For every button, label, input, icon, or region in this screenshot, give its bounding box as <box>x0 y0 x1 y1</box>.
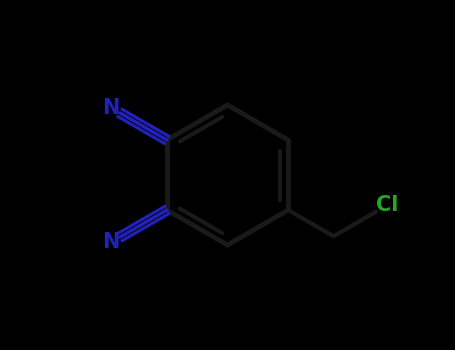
Text: N: N <box>102 98 120 118</box>
Text: N: N <box>102 232 120 252</box>
Text: Cl: Cl <box>376 195 399 215</box>
